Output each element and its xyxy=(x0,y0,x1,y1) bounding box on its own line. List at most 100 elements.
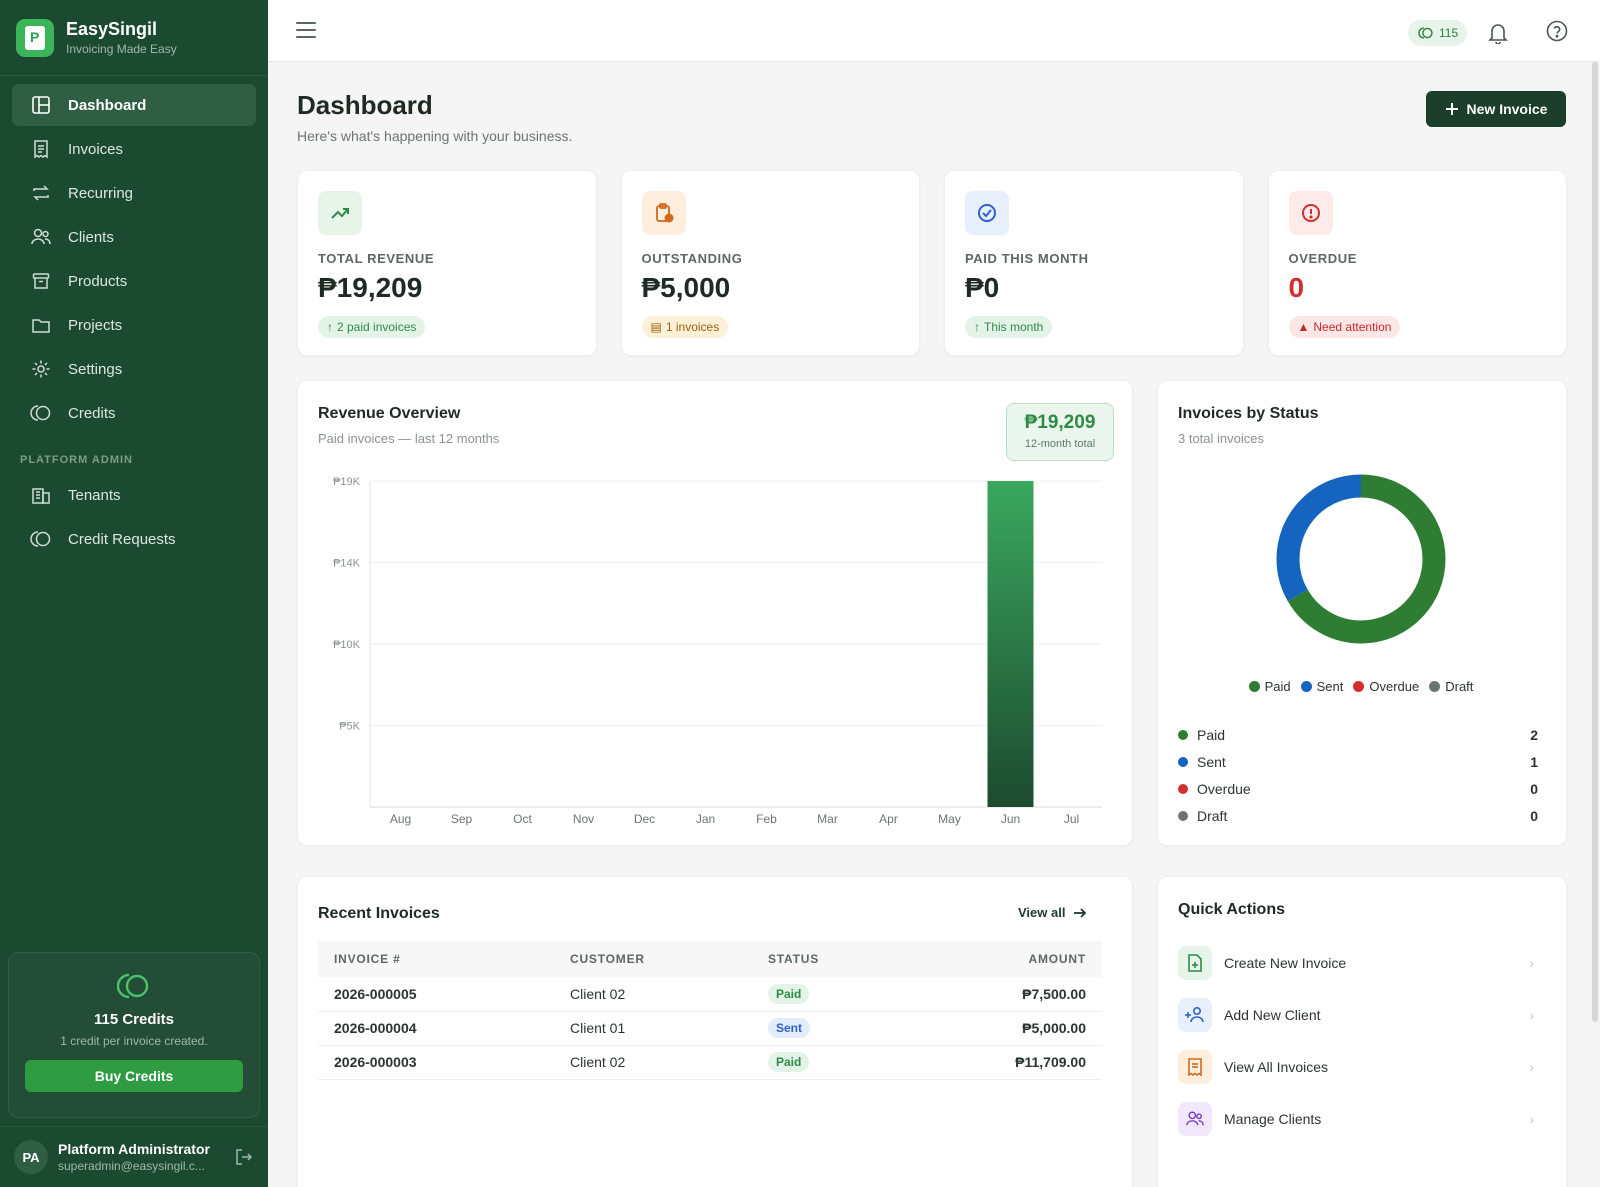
card-title: Revenue Overview xyxy=(318,405,461,422)
stat-value: 0 xyxy=(1288,272,1305,303)
list-item: Draft 0 xyxy=(1178,802,1538,829)
sidebar-item-credits[interactable]: Credits xyxy=(12,392,256,434)
brand-tagline: Invoicing Made Easy xyxy=(66,42,177,56)
y-tick-label: ₱10K xyxy=(333,639,361,651)
column-header[interactable]: CUSTOMER xyxy=(554,941,752,977)
invoice-number[interactable]: 2026-000005 xyxy=(318,977,554,1012)
credits-card: 115 Credits 1 credit per invoice created… xyxy=(8,952,260,1118)
revenue-total-box: ₱19,209 12-month total xyxy=(1006,403,1114,461)
status-donut-chart xyxy=(1276,474,1446,644)
bell-icon[interactable] xyxy=(1488,22,1508,49)
quick-action-create-invoice[interactable]: Create New Invoice › xyxy=(1178,937,1534,989)
status-cell: Paid xyxy=(752,977,922,1012)
stat-card-overdue: OVERDUE 0 ▲ Need attention xyxy=(1267,170,1567,356)
legend-item-sent[interactable]: Sent xyxy=(1300,679,1343,694)
chevron-right-icon: › xyxy=(1529,1007,1534,1023)
donut-slice-sent[interactable] xyxy=(1276,474,1446,644)
user-email: superadmin@easysingil.c... xyxy=(58,1159,205,1173)
sidebar-item-settings[interactable]: Settings xyxy=(12,348,256,390)
legend-item-paid[interactable]: Paid xyxy=(1248,679,1291,694)
logout-icon[interactable] xyxy=(234,1147,254,1167)
invoice-number[interactable]: 2026-000004 xyxy=(318,1011,554,1046)
x-tick-label: Jul xyxy=(1064,812,1079,826)
revenue-bar-chart: ₱19K ₱14K ₱10K ₱5K Aug Sep Oct Nov Dec Jan Feb Mar A… xyxy=(333,476,1102,826)
sidebar-item-dashboard[interactable]: Dashboard xyxy=(12,84,256,126)
sidebar-item-products[interactable]: Products xyxy=(12,260,256,302)
sidebar-item-label: Credit Requests xyxy=(68,530,176,548)
stat-value: ₱5,000 xyxy=(641,272,731,303)
view-all-link[interactable]: View all xyxy=(1018,905,1087,920)
sidebar-item-label: Tenants xyxy=(68,486,121,504)
invoice-number[interactable]: 2026-000003 xyxy=(318,1045,554,1080)
status-badge: Sent xyxy=(768,1018,811,1038)
main-nav: Dashboard Invoices Recurring Clients Pro… xyxy=(0,76,268,570)
sidebar-item-label: Settings xyxy=(68,360,123,378)
trending-up-icon xyxy=(318,191,362,235)
recent-invoices-card: Recent Invoices View all INVOICE # CUSTO… xyxy=(297,876,1133,1187)
stat-card-paid-this-month: PAID THIS MONTH ₱0 ↑ This month xyxy=(944,170,1244,356)
menu-toggle-icon[interactable] xyxy=(296,22,316,38)
sidebar-item-label: Recurring xyxy=(68,184,134,202)
quick-action-view-invoices[interactable]: View All Invoices › xyxy=(1178,1041,1534,1093)
folder-icon xyxy=(30,314,52,336)
buy-credits-button[interactable]: Buy Credits xyxy=(25,1060,243,1092)
new-invoice-button[interactable]: New Invoice xyxy=(1426,91,1566,127)
legend-item-draft[interactable]: Draft xyxy=(1429,679,1473,694)
sidebar-item-credit-requests[interactable]: Credit Requests xyxy=(12,518,256,560)
x-tick-label: Mar xyxy=(817,812,838,826)
sidebar-item-clients[interactable]: Clients xyxy=(12,216,256,258)
stat-card-outstanding: OUTSTANDING ₱5,000 ▤ 1 invoices xyxy=(620,170,920,356)
brand-name: EasySingil xyxy=(66,19,158,39)
quick-action-add-client[interactable]: Add New Client › xyxy=(1178,989,1534,1041)
users-icon xyxy=(30,226,52,248)
amount: ₱5,000.00 xyxy=(922,1011,1102,1046)
status-badge: ↑ 2 paid invoices xyxy=(318,316,426,338)
table-row[interactable]: 2026-000003 Client 02 Paid ₱11,709.00 xyxy=(318,1045,1102,1080)
page-scrollbar[interactable] xyxy=(1592,62,1598,1022)
list-item: Paid 2 xyxy=(1178,721,1538,748)
receipt-icon xyxy=(30,138,52,160)
clipboard-clock-icon xyxy=(641,191,686,235)
table-row[interactable]: 2026-000005 Client 02 Paid ₱7,500.00 xyxy=(318,977,1102,1012)
x-tick-label: Apr xyxy=(879,812,898,826)
legend-item-overdue[interactable]: Overdue xyxy=(1353,679,1419,694)
quick-actions-card: Quick Actions Create New Invoice › Add N… xyxy=(1157,876,1567,1187)
credit-balance-badge[interactable]: 115 xyxy=(1408,20,1468,46)
sidebar-item-projects[interactable]: Projects xyxy=(12,304,256,346)
y-tick-label: ₱19K xyxy=(333,476,361,488)
arrow-up-icon: ↑ xyxy=(974,320,980,334)
stat-value: ₱0 xyxy=(965,272,1000,303)
x-tick-label: Jan xyxy=(696,812,715,826)
brand[interactable]: EasySingil Invoicing Made Easy xyxy=(0,0,268,76)
sidebar-item-invoices[interactable]: Invoices xyxy=(12,128,256,170)
stat-label: OUTSTANDING xyxy=(641,251,743,266)
status-badge: ▲ Need attention xyxy=(1288,316,1401,338)
repeat-icon xyxy=(30,182,52,204)
column-header[interactable]: INVOICE # xyxy=(318,941,554,977)
card-subtitle: 3 total invoices xyxy=(1178,431,1264,446)
sidebar-item-recurring[interactable]: Recurring xyxy=(12,172,256,214)
sidebar-item-tenants[interactable]: Tenants xyxy=(12,474,256,516)
page-title: Dashboard xyxy=(297,90,433,120)
credit-count: 115 xyxy=(1439,26,1459,40)
x-tick-label: Oct xyxy=(513,812,532,826)
revenue-total-value: ₱19,209 xyxy=(1024,412,1096,433)
credits-subtitle: 1 credit per invoice created. xyxy=(60,1034,208,1048)
help-icon[interactable] xyxy=(1546,20,1568,47)
stat-label: OVERDUE xyxy=(1288,251,1357,266)
card-title: Invoices by Status xyxy=(1178,405,1319,422)
stat-value: ₱19,209 xyxy=(318,272,423,303)
status-cell: Paid xyxy=(752,1045,922,1080)
revenue-overview-card: Revenue Overview Paid invoices — last 12… xyxy=(297,380,1133,846)
quick-action-manage-clients[interactable]: Manage Clients › xyxy=(1178,1093,1534,1145)
x-tick-label: Feb xyxy=(756,812,777,826)
x-tick-label: Jun xyxy=(1001,812,1020,826)
user-profile[interactable]: PA Platform Administrator superadmin@eas… xyxy=(0,1126,268,1187)
x-tick-label: Aug xyxy=(390,812,411,826)
table-row[interactable]: 2026-000004 Client 01 Sent ₱5,000.00 xyxy=(318,1011,1102,1046)
card-title: Quick Actions xyxy=(1178,901,1285,918)
stats-row: TOTAL REVENUE ₱19,209 ↑ 2 paid invoices … xyxy=(297,170,1567,356)
column-header[interactable]: STATUS xyxy=(752,941,922,977)
column-header[interactable]: AMOUNT xyxy=(922,941,1102,977)
card-title: Recent Invoices xyxy=(318,905,440,922)
